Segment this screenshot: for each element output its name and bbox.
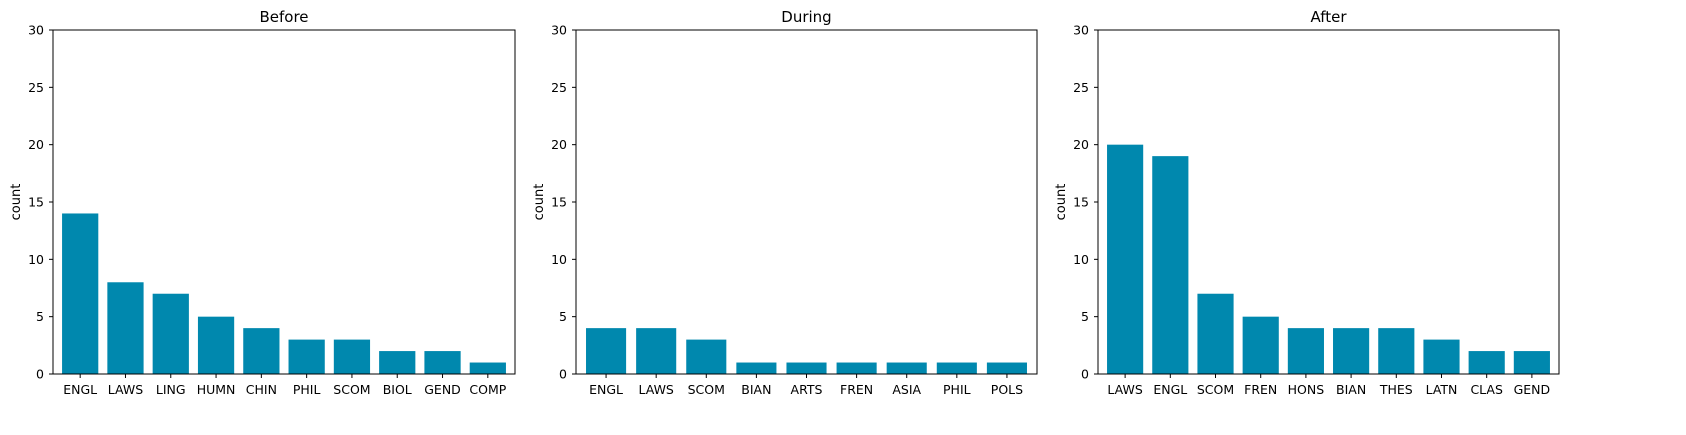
x-tick-label: ENGL	[1153, 382, 1187, 397]
bar-laws	[636, 328, 677, 374]
axes-frame	[575, 29, 1038, 375]
bar-bian	[736, 362, 777, 374]
bar-asia	[886, 362, 927, 374]
bar-arts	[786, 362, 827, 374]
panel-title: After	[1310, 8, 1347, 26]
y-tick-label: 10	[551, 252, 567, 267]
y-tick-label: 5	[559, 309, 567, 324]
bar-gend	[1513, 351, 1550, 374]
panel-after: 0 5 10 15 20 25 30 LAWS ENGL SCOM FREN HONS BIAN THES…	[1054, 8, 1560, 397]
x-tick-label: FREN	[840, 382, 873, 397]
y-tick-label: 5	[1081, 309, 1089, 324]
x-tick-label: GEND	[1514, 382, 1551, 397]
x-tick-label: COMP	[469, 382, 506, 397]
bar-pols	[986, 362, 1027, 374]
bar-engl	[1152, 156, 1189, 374]
x-tick-label: CLAS	[1470, 382, 1503, 397]
x-tick-label: BIAN	[1336, 382, 1366, 397]
x-tick-label: LAWS	[108, 382, 143, 397]
y-tick-label: 20	[28, 137, 44, 152]
bar-scom	[686, 339, 727, 374]
bar-gend	[424, 351, 461, 374]
x-tick-label: LATN	[1426, 382, 1458, 397]
x-tick-label: LAWS	[638, 382, 673, 397]
y-tick-label: 20	[1073, 137, 1089, 152]
y-tick-label: 25	[551, 80, 567, 95]
x-tick-label: BIAN	[741, 382, 771, 397]
x-tick-label: PHIL	[943, 382, 971, 397]
panel-during: 0 5 10 15 20 25 30 ENGL LAWS SCOM BIAN ARTS FREN ASIA…	[532, 8, 1038, 397]
bar-engl	[586, 328, 627, 374]
x-tick-label: FREN	[1244, 382, 1277, 397]
bar-phil	[288, 339, 325, 374]
x-tick-label: SCOM	[1197, 382, 1234, 397]
x-tick-label: GEND	[424, 382, 461, 397]
y-tick-label: 30	[28, 23, 44, 38]
panel-title: During	[781, 8, 831, 26]
bar-hons	[1287, 328, 1324, 374]
bar-comp	[469, 362, 506, 374]
y-axis-label: count	[532, 184, 547, 221]
bar-chin	[243, 328, 280, 374]
x-tick-label: PHIL	[293, 382, 321, 397]
x-tick-label: ARTS	[791, 382, 823, 397]
x-tick-label: LING	[156, 382, 186, 397]
y-tick-label: 25	[1073, 80, 1089, 95]
panel-before: 0 5 10 15 20 25 30 ENGL LAWS LING HUMN CHIN PHIL SCOM…	[9, 8, 516, 397]
bar-fren	[836, 362, 877, 374]
x-tick-label: SCOM	[333, 382, 370, 397]
x-tick-label: HUMN	[197, 382, 236, 397]
y-axis-label: count	[9, 184, 24, 221]
y-tick-label: 15	[551, 195, 567, 210]
x-tick-label: ENGL	[63, 382, 97, 397]
bar-scom	[1197, 293, 1234, 374]
y-tick-label: 20	[551, 137, 567, 152]
x-tick-label: THES	[1379, 382, 1413, 397]
y-tick-label: 15	[28, 195, 44, 210]
x-tick-label: ENGL	[589, 382, 623, 397]
y-tick-label: 0	[1081, 367, 1089, 382]
y-tick-label: 5	[36, 309, 44, 324]
bar-latn	[1423, 339, 1460, 374]
x-tick-label: HONS	[1288, 382, 1325, 397]
y-axis-label: count	[1054, 184, 1069, 221]
x-tick-label: LAWS	[1107, 382, 1142, 397]
y-tick-label: 0	[559, 367, 567, 382]
panel-title: Before	[259, 8, 308, 26]
x-tick-label: ASIA	[892, 382, 921, 397]
x-tick-label: SCOM	[688, 382, 725, 397]
bar-scom	[333, 339, 371, 374]
x-tick-label: CHIN	[246, 382, 277, 397]
y-tick-label: 25	[28, 80, 44, 95]
bar-bian	[1333, 328, 1370, 374]
bar-clas	[1468, 351, 1505, 374]
bar-ling	[152, 293, 189, 374]
bar-laws	[107, 282, 144, 374]
y-tick-label: 30	[551, 23, 567, 38]
y-tick-label: 15	[1073, 195, 1089, 210]
y-tick-label: 30	[1073, 23, 1089, 38]
y-tick-label: 10	[1073, 252, 1089, 267]
bar-humn	[197, 316, 235, 374]
bar-laws	[1107, 144, 1144, 374]
x-tick-label: POLS	[991, 382, 1023, 397]
bar-fren	[1242, 316, 1279, 374]
bar-phil	[936, 362, 977, 374]
x-tick-label: BIOL	[383, 382, 412, 397]
y-tick-label: 10	[28, 252, 44, 267]
bar-biol	[379, 351, 416, 374]
y-tick-label: 0	[36, 367, 44, 382]
bar-thes	[1378, 328, 1415, 374]
bar-engl	[62, 213, 99, 374]
